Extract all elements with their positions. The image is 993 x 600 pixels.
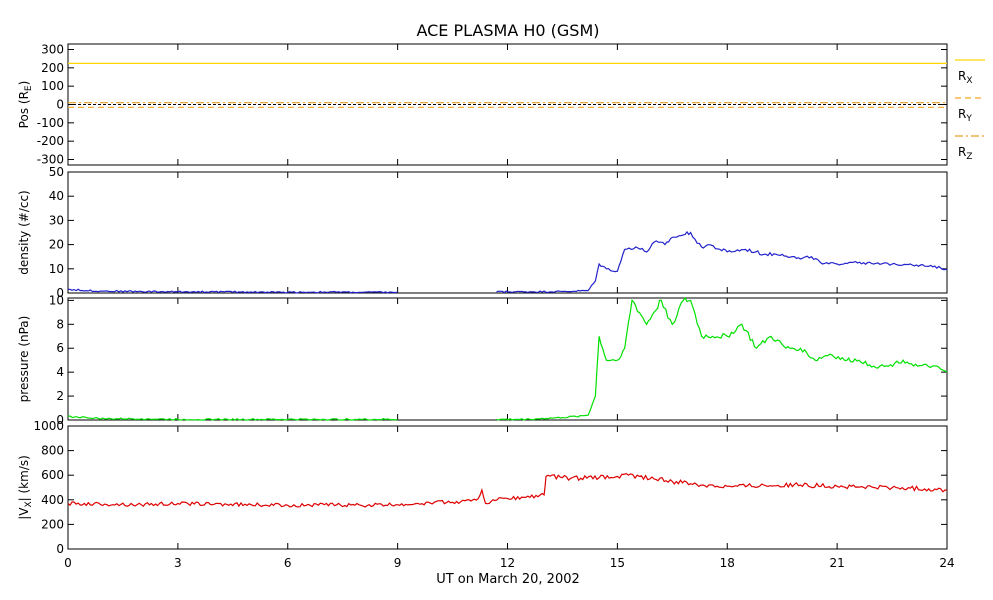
y-axis-label: density (#/cc) (17, 190, 31, 274)
y-axis-label: |VX| (km/s) (17, 455, 34, 520)
legend-label: RY (958, 107, 972, 124)
x-tick-label: 24 (939, 556, 954, 570)
legend: RX RY RZ (955, 59, 985, 162)
x-tick-label: 3 (174, 556, 182, 570)
y-axis-label: Pos (RE) (17, 81, 34, 129)
y-tick-label: 0 (56, 413, 64, 427)
y-tick-label: 300 (41, 43, 64, 57)
series-line-pressure-0 (67, 296, 948, 421)
series-line-vx-0 (67, 472, 947, 508)
y-tick-label: 0 (56, 286, 64, 300)
panel-density: 0 10 20 30 40 50 density (#/cc) (17, 165, 948, 300)
y-tick-label: 800 (41, 444, 64, 458)
y-tick-label: -300 (37, 153, 64, 167)
panel-vx: 0 200 400 600 800 1000 0 3 6 9 12 15 18 21 24 |VX| (km/… (17, 419, 955, 570)
y-tick-label: 2 (56, 389, 64, 403)
y-tick-label: 100 (41, 79, 64, 93)
legend-label: RZ (958, 145, 973, 162)
chart-title: ACE PLASMA H0 (GSM) (416, 21, 599, 40)
panel-frame (67, 297, 948, 421)
y-tick-label: 200 (41, 517, 64, 531)
panel-frame (67, 171, 948, 294)
y-tick-label: -100 (37, 116, 64, 130)
y-tick-label: 600 (41, 468, 64, 482)
x-tick-label: 6 (284, 556, 292, 570)
y-tick-label: 50 (49, 165, 64, 179)
y-tick-label: 10 (49, 293, 64, 307)
x-tick-label: 12 (500, 556, 515, 570)
y-tick-label: 4 (56, 365, 64, 379)
y-tick-label: 8 (56, 317, 64, 331)
x-tick-label: 18 (720, 556, 735, 570)
y-tick-label: 1000 (33, 419, 64, 433)
y-tick-label: 10 (49, 262, 64, 276)
x-axis-title: UT on March 20, 2002 (436, 572, 580, 587)
y-tick-label: 40 (49, 189, 64, 203)
y-tick-label: 200 (41, 61, 64, 75)
y-tick-label: 6 (56, 341, 64, 355)
x-tick-label: 15 (610, 556, 625, 570)
y-tick-label: -200 (37, 134, 64, 148)
x-tick-label: 9 (394, 556, 402, 570)
y-tick-label: 0 (56, 542, 64, 556)
y-axis-label: pressure (nPa) (17, 316, 31, 403)
legend-label: RX (958, 69, 973, 86)
y-tick-label: 400 (41, 493, 64, 507)
x-tick-label: 0 (64, 556, 72, 570)
series-line-density-0 (68, 230, 948, 294)
y-tick-label: 30 (49, 213, 64, 227)
y-tick-label: 20 (49, 238, 64, 252)
panel-pos: 300 200 100 0 -100 -200 -300 Pos (RE) RX RY RZ (17, 43, 985, 167)
x-tick-label: 21 (829, 556, 844, 570)
panel-pressure: 0 2 4 6 8 10 pressure (nPa) (17, 293, 948, 427)
y-tick-label: 0 (56, 98, 64, 112)
